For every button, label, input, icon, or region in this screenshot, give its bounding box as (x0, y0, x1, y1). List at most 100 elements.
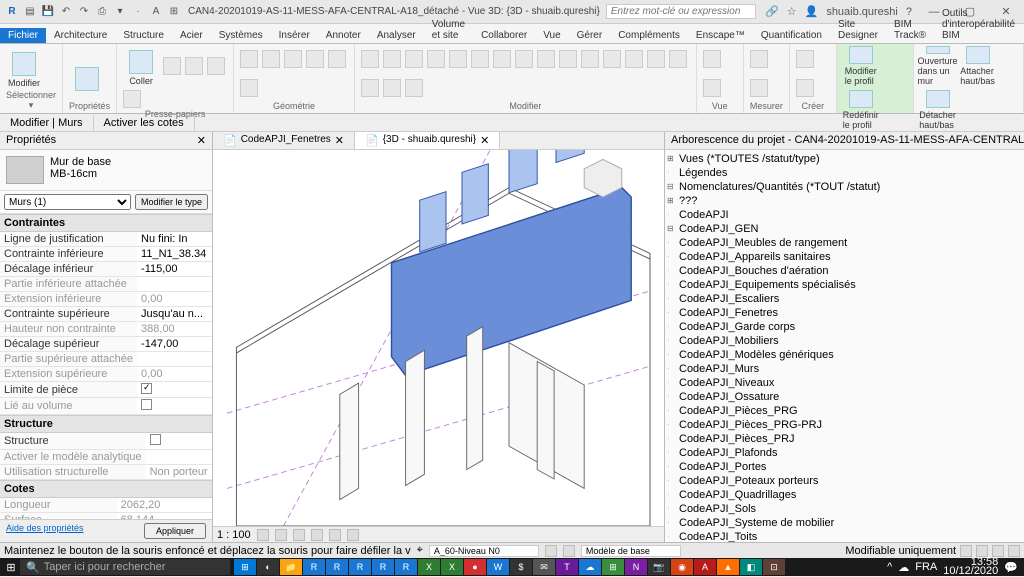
ribbon-small-button[interactable] (185, 57, 203, 75)
ribbon-tab[interactable]: Vue (535, 28, 568, 43)
ribbon-small-button[interactable] (163, 57, 181, 75)
tree-node[interactable]: CodeAPJI_Poteaux porteurs (665, 474, 1024, 488)
taskbar-app[interactable]: R (349, 559, 371, 575)
user-icon[interactable]: 👤 (805, 5, 819, 18)
taskbar-app[interactable]: A (694, 559, 716, 575)
taskbar-app[interactable]: R (303, 559, 325, 575)
ribbon-tab[interactable]: Gérer (569, 28, 611, 43)
view-tab[interactable]: 📄CodeAPJI_Fenetres ✕ (213, 132, 355, 149)
ribbon-small-button[interactable] (669, 50, 687, 68)
taskbar-app[interactable]: W (487, 559, 509, 575)
tree-node[interactable]: Légendes (665, 166, 1024, 180)
ribbon-tab[interactable]: Compléments (610, 28, 688, 43)
tree-node[interactable]: ??? (665, 194, 1024, 208)
ribbon-tab[interactable]: Quantification (753, 28, 830, 43)
ribbon-tab[interactable]: BIM Track® (886, 17, 934, 43)
tree-node[interactable]: CodeAPJI_Appareils sanitaires (665, 250, 1024, 264)
ribbon-small-button[interactable] (405, 50, 423, 68)
taskbar-app[interactable]: ⊞ (234, 559, 256, 575)
taskbar-app[interactable]: 📁 (280, 559, 302, 575)
property-value[interactable]: Non porteur (146, 465, 212, 480)
ribbon-button[interactable]: Modifierle profil (843, 46, 879, 86)
tree-node[interactable]: CodeAPJI_Quadrillages (665, 488, 1024, 502)
ribbon-button[interactable]: Attacherhaut/bas (960, 46, 996, 86)
property-value[interactable] (137, 398, 212, 415)
detail-level-icon[interactable] (257, 529, 269, 541)
tree-node[interactable]: CodeAPJI_Bouches d'aération (665, 264, 1024, 278)
project-tree[interactable]: Vues (*TOUTES /statut/type)LégendesNomen… (665, 150, 1024, 542)
taskbar-app[interactable]: ✉ (533, 559, 555, 575)
close-icon[interactable]: ✕ (480, 134, 489, 146)
ribbon-small-button[interactable] (750, 50, 768, 68)
tree-node[interactable]: CodeAPJI_Systeme de mobilier (665, 516, 1024, 530)
ribbon-small-button[interactable] (383, 50, 401, 68)
ribbon-small-button[interactable] (361, 79, 379, 97)
ribbon-tab[interactable]: Insérer (271, 28, 318, 43)
help-icon[interactable]: ? (906, 6, 912, 18)
ribbon-small-button[interactable] (123, 90, 141, 108)
taskbar-app[interactable]: N (625, 559, 647, 575)
taskbar-search[interactable]: 🔍Taper ici pour rechercher (20, 559, 230, 575)
ribbon-tab[interactable]: Acier (172, 28, 211, 43)
qat-icon[interactable]: A (148, 4, 164, 20)
ribbon-tab[interactable]: Analyser (369, 28, 424, 43)
taskbar-app[interactable]: R (395, 559, 417, 575)
property-value[interactable]: 11_N1_38.34 (137, 247, 212, 262)
ribbon-small-button[interactable] (240, 79, 258, 97)
model-input[interactable] (581, 545, 681, 557)
property-value[interactable] (137, 352, 212, 367)
qat-redo-icon[interactable]: ↷ (76, 4, 92, 20)
taskbar-app[interactable]: R (326, 559, 348, 575)
tray-chevron-icon[interactable]: ^ (887, 561, 892, 573)
tree-node[interactable]: CodeAPJI_Niveaux (665, 376, 1024, 390)
link-icon[interactable]: 🔗 (765, 5, 779, 18)
property-section-header[interactable]: Contraintes (0, 214, 212, 232)
crop-icon[interactable] (329, 529, 341, 541)
ribbon-small-button[interactable] (493, 50, 511, 68)
tree-node[interactable]: CodeAPJI_Garde corps (665, 320, 1024, 334)
tree-node[interactable]: CodeAPJI_Pièces_PRG-PRJ (665, 418, 1024, 432)
start-button[interactable]: ⊞ (2, 558, 20, 576)
tree-node[interactable]: CodeAPJI_Modèles génériques (665, 348, 1024, 362)
tree-node[interactable]: CodeAPJI_Meubles de rangement (665, 236, 1024, 250)
ribbon-tab[interactable]: Annoter (318, 28, 369, 43)
property-value[interactable]: -115,00 (137, 262, 212, 277)
taskbar-app[interactable]: X (441, 559, 463, 575)
tree-node[interactable]: CodeAPJI_Portes (665, 460, 1024, 474)
taskbar-app[interactable]: ☁ (579, 559, 601, 575)
ribbon-small-button[interactable] (405, 79, 423, 97)
ribbon-tab[interactable]: Enscape™ (688, 28, 753, 43)
ribbon-small-button[interactable] (328, 50, 346, 68)
property-section-header[interactable]: Cotes (0, 480, 212, 498)
tree-node[interactable]: CodeAPJI_Equipements spécialisés (665, 278, 1024, 292)
tray-cloud-icon[interactable]: ☁ (898, 561, 909, 574)
view-tab[interactable]: 📄{3D - shuaib.qureshi} ✕ (355, 132, 500, 149)
tree-node[interactable]: Nomenclatures/Quantités (*TOUT /statut) (665, 180, 1024, 194)
ribbon-tab[interactable]: Systèmes (211, 28, 271, 43)
taskbar-app[interactable]: ● (464, 559, 486, 575)
taskbar-app[interactable]: ◉ (671, 559, 693, 575)
ribbon-tab[interactable]: Collaborer (473, 28, 535, 43)
property-section-header[interactable]: Structure (0, 415, 212, 433)
tree-node[interactable]: CodeAPJI_Fenetres (665, 306, 1024, 320)
ribbon-small-button[interactable] (537, 50, 555, 68)
element-selector[interactable]: Murs (1) (4, 194, 131, 210)
drawing-canvas[interactable] (213, 150, 664, 526)
tree-node[interactable]: CodeAPJI (665, 208, 1024, 222)
tree-node[interactable]: CodeAPJI_GEN (665, 222, 1024, 236)
tree-node[interactable]: CodeAPJI_Plafonds (665, 446, 1024, 460)
tree-node[interactable]: Vues (*TOUTES /statut/type) (665, 152, 1024, 166)
property-value[interactable]: 2062,20 (117, 498, 212, 513)
scale-value[interactable]: 1 : 100 (217, 529, 251, 541)
ribbon-small-button[interactable] (515, 50, 533, 68)
ribbon-small-button[interactable] (240, 50, 258, 68)
selection-icon[interactable]: ⌖ (417, 544, 423, 557)
ribbon-button[interactable] (69, 53, 105, 93)
ribbon-small-button[interactable] (427, 50, 445, 68)
taskbar-app[interactable]: ⊡ (763, 559, 785, 575)
ribbon-small-button[interactable] (625, 50, 643, 68)
sun-icon[interactable] (293, 529, 305, 541)
property-value[interactable] (137, 382, 212, 398)
ribbon-button[interactable]: Modifier (6, 48, 42, 88)
star-icon[interactable]: ☆ (787, 5, 797, 18)
